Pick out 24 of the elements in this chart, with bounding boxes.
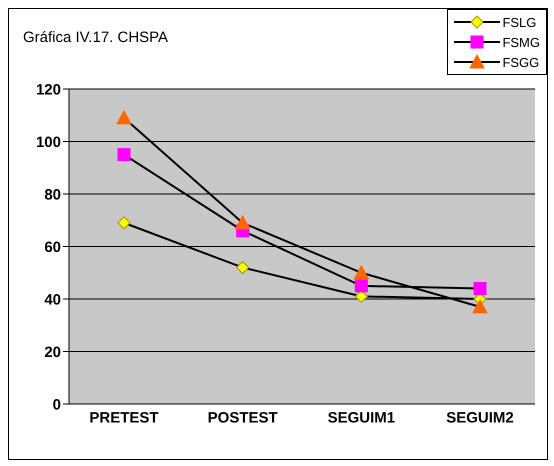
y-tick-label: 60 <box>44 238 61 256</box>
y-tick-label: 80 <box>44 186 61 204</box>
point <box>116 110 132 124</box>
y-tick-label: 100 <box>36 134 61 151</box>
y-tick-label: 0 <box>52 396 61 414</box>
point <box>472 299 488 314</box>
point <box>236 261 250 274</box>
x-tick-label: PRETEST <box>89 410 159 427</box>
point <box>354 265 369 280</box>
x-tick-label: SEGUIM1 <box>328 410 396 427</box>
legend-label: FSMG <box>502 34 540 50</box>
legend-label: FSLG <box>502 14 536 30</box>
legend-label: FSGG <box>502 54 540 70</box>
point <box>118 216 130 230</box>
point <box>118 148 130 162</box>
point <box>354 279 368 292</box>
x-tick-label: POSTEST <box>208 410 278 427</box>
point <box>474 282 486 295</box>
point <box>235 215 250 230</box>
x-tick-label: SEGUIM2 <box>446 410 514 427</box>
chart-title: Gráfica IV.17. CHSPA <box>23 29 168 46</box>
y-tick-label: 20 <box>44 344 61 361</box>
y-tick-label: 120 <box>36 81 61 98</box>
y-tick-label: 40 <box>44 291 61 308</box>
